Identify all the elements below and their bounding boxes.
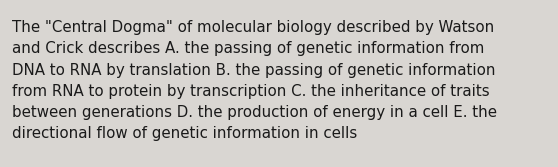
Text: The "Central Dogma" of molecular biology described by Watson
and Crick describes: The "Central Dogma" of molecular biology…: [12, 20, 497, 141]
